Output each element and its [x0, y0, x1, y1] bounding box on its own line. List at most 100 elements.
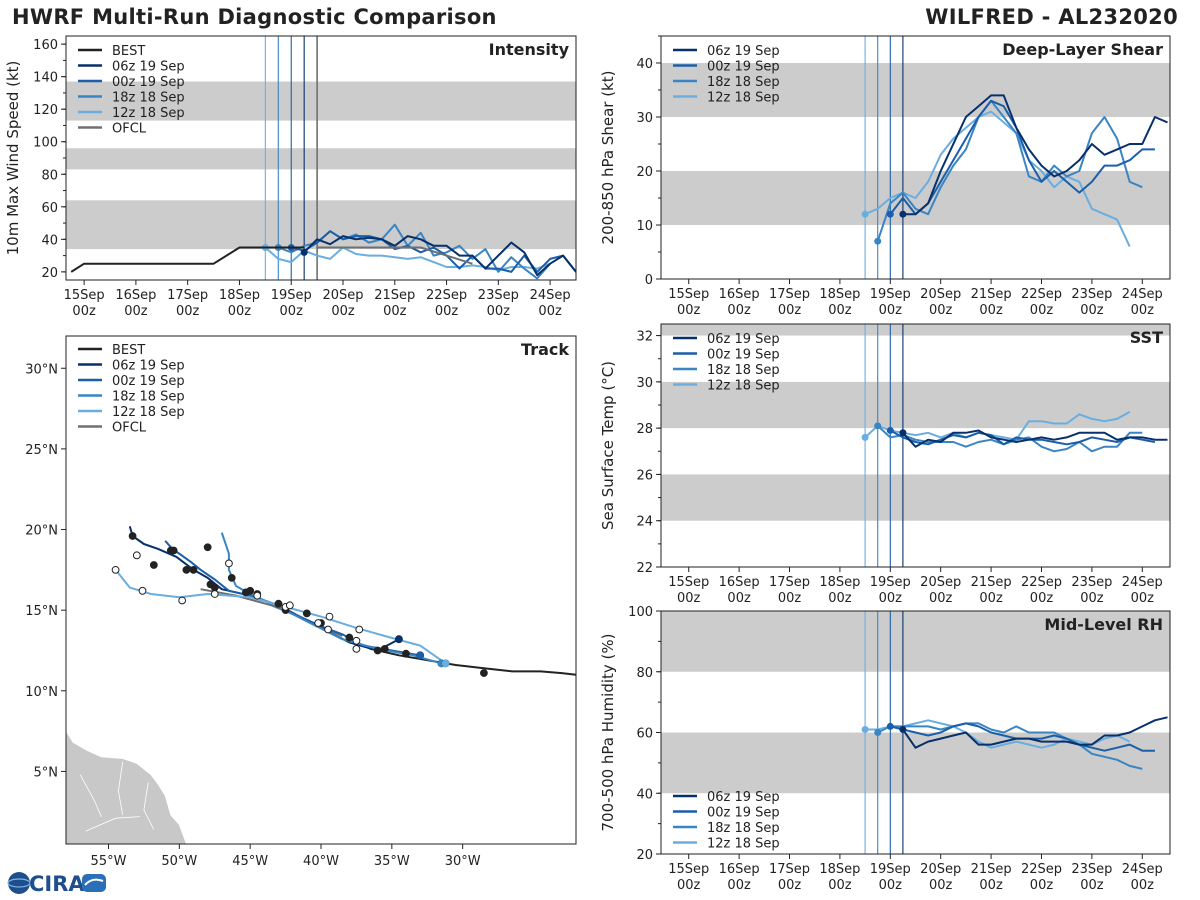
panel-title: Deep-Layer Shear — [1002, 40, 1163, 59]
y-tick-label: 60 — [41, 201, 58, 216]
legend-label: 06z 19 Sep — [707, 790, 780, 805]
x-tick-label: 15Sep — [64, 288, 105, 303]
logo-text: CIRA — [29, 872, 85, 896]
shaded-band — [661, 63, 1170, 117]
track-marker — [352, 636, 361, 645]
y-tick-label: 80 — [41, 168, 58, 183]
track-marker — [138, 586, 147, 595]
x-tick-label: 00z — [487, 304, 511, 319]
x-tick-label: 20Sep — [322, 288, 363, 303]
series-line — [876, 99, 1143, 242]
series-line — [889, 99, 1155, 216]
shaded-band — [661, 732, 1170, 794]
track-marker — [227, 574, 236, 582]
intensity-panel: 2040608010012014016015Sep00z16Sep00z17Se… — [4, 35, 577, 319]
track-marker — [355, 625, 364, 634]
x-tick-label: 00z — [1131, 878, 1155, 893]
legend-label: 12z 18 Sep — [707, 379, 780, 394]
track-marker — [166, 546, 175, 555]
legend-label: 06z 19 Sep — [112, 60, 185, 75]
legend-label: 00z 19 Sep — [112, 374, 185, 389]
x-tick-label: 50°W — [161, 854, 197, 869]
x-tick-label: 00z — [435, 304, 459, 319]
track-panel: 55°W 50°W 45°W 40°W 35°W 30°W 5°N 10°N 15°N 20°N 2… — [25, 335, 577, 869]
x-tick-label: 00z — [1080, 591, 1104, 606]
track-marker — [325, 612, 334, 621]
track-marker — [225, 559, 233, 568]
y-tick-label: 0 — [645, 273, 653, 288]
x-tick-label: 00z — [778, 303, 802, 318]
shear-panel: 01020304015Sep00z16Sep00z17Sep00z18Sep00… — [599, 35, 1171, 318]
x-tick-label: 00z — [1030, 591, 1054, 606]
y-tick-label: 30 — [636, 376, 653, 391]
series-line — [877, 722, 1143, 770]
legend-label: 00z 19 Sep — [707, 60, 780, 75]
x-tick-label: 24Sep — [530, 288, 571, 303]
track-marker — [203, 543, 212, 552]
y-axis-label: Sea Surface Temp (°C) — [599, 361, 617, 530]
legend-label: 06z 19 Sep — [112, 359, 185, 374]
rh-panel: 2040608010015Sep00z16Sep00z17Sep00z18Sep… — [599, 605, 1171, 893]
x-tick-label: 00z — [778, 591, 802, 606]
x-tick-label: 00z — [929, 878, 953, 893]
shaded-band — [661, 474, 1170, 521]
legend-label: OFCL — [112, 421, 147, 436]
track-marker — [324, 625, 332, 634]
track-init-point — [395, 635, 403, 643]
x-tick-label: 00z — [979, 303, 1003, 318]
y-tick-label: 32 — [636, 330, 653, 345]
track-marker — [380, 644, 389, 653]
x-tick-label: 00z — [1030, 878, 1054, 893]
y-tick-label: 20 — [636, 165, 653, 180]
y-tick-label: 10°N — [25, 685, 58, 700]
x-tick-label: 15Sep — [668, 862, 709, 877]
legend-label: 12z 18 Sep — [112, 106, 185, 121]
legend-label: 12z 18 Sep — [707, 91, 780, 106]
panel-title: Track — [521, 340, 569, 359]
y-tick-label: 25°N — [25, 443, 58, 458]
x-tick-label: 40°W — [303, 854, 339, 869]
storm-id: WILFRED - AL232020 — [925, 5, 1178, 29]
init-point — [886, 426, 894, 434]
shaded-band — [661, 611, 1170, 672]
x-tick-label: 00z — [879, 591, 903, 606]
series-line — [877, 425, 1143, 453]
init-point — [300, 248, 308, 256]
y-tick-label: 10 — [636, 219, 653, 234]
y-tick-label: 100 — [33, 136, 58, 151]
shear-plot-area — [661, 36, 1170, 279]
shaded-band — [661, 324, 1170, 336]
y-tick-label: 28 — [636, 422, 653, 437]
x-tick-label: 00z — [879, 303, 903, 318]
x-tick-label: 00z — [228, 304, 252, 319]
x-tick-label: 00z — [828, 878, 852, 893]
x-tick-label: 21Sep — [374, 288, 415, 303]
track-marker — [373, 646, 382, 655]
x-tick-label: 16Sep — [719, 287, 760, 302]
x-tick-label: 23Sep — [1071, 287, 1112, 302]
country-border — [143, 782, 155, 830]
track-marker — [189, 565, 198, 574]
track-init-point — [416, 651, 424, 660]
track-marker — [210, 590, 219, 598]
init-point — [899, 429, 907, 437]
track-marker — [285, 601, 294, 610]
y-tick-label: 20 — [41, 266, 58, 281]
x-tick-label: 00z — [828, 303, 852, 318]
y-tick-label: 15°N — [25, 604, 58, 619]
x-tick-label: 00z — [1131, 591, 1155, 606]
y-tick-label: 40 — [636, 57, 653, 72]
x-tick-label: 00z — [929, 303, 953, 318]
track-marker — [302, 609, 311, 618]
x-tick-label: 23Sep — [1071, 862, 1112, 877]
series-line — [303, 235, 576, 277]
x-tick-label: 17Sep — [769, 287, 810, 302]
track-marker — [345, 633, 354, 642]
x-tick-label: 45°W — [232, 854, 268, 869]
x-tick-label: 19Sep — [870, 287, 911, 302]
y-tick-label: 120 — [33, 103, 58, 118]
track-marker — [352, 644, 361, 653]
y-tick-label: 30°N — [25, 362, 58, 377]
track-marker — [149, 561, 158, 569]
x-tick-label: 20Sep — [920, 862, 961, 877]
